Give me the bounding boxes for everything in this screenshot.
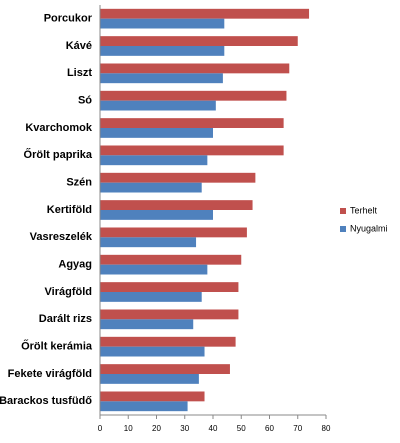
bar [100, 319, 194, 330]
bar [100, 346, 205, 357]
category-label: Só [78, 95, 92, 107]
bar [100, 18, 225, 29]
category-label: Kávé [66, 40, 92, 52]
legend-swatch [340, 226, 346, 232]
legend-label: Terhelt [350, 205, 378, 215]
bar [100, 200, 253, 210]
category-label: Kvarchomok [25, 122, 93, 134]
bar [100, 264, 208, 275]
category-label: Agyag [58, 259, 92, 271]
bar [100, 8, 310, 19]
bar [100, 254, 242, 265]
bar [100, 374, 199, 384]
bar [100, 128, 213, 138]
category-label: Vasreszelék [30, 231, 93, 243]
x-tick-label: 80 [322, 424, 331, 433]
legend-label: Nyugalmi [350, 223, 388, 233]
bar [100, 73, 223, 84]
category-label: Fekete virágföld [8, 368, 92, 380]
category-label: Porcukor [44, 13, 93, 25]
bar [100, 391, 205, 402]
bar [100, 46, 225, 56]
category-label: Őrölt kerámia [21, 340, 93, 353]
legend-swatch [340, 208, 346, 214]
x-tick-label: 50 [237, 424, 246, 433]
category-label: Őrölt paprika [24, 148, 93, 161]
x-tick-label: 70 [293, 424, 302, 433]
x-tick-label: 30 [180, 424, 189, 433]
bar [100, 145, 284, 156]
bar [100, 90, 287, 101]
x-tick-label: 40 [209, 424, 218, 433]
bar [100, 401, 188, 412]
bar [100, 172, 256, 183]
bar [100, 227, 247, 238]
bar [100, 118, 284, 128]
bar [100, 364, 230, 374]
bar [100, 63, 290, 74]
bar [100, 336, 236, 347]
bar [100, 282, 239, 292]
category-label: Virágföld [45, 286, 92, 298]
bar [100, 237, 197, 248]
bar [100, 210, 213, 220]
category-label: Barackos tusfüdő [0, 395, 92, 407]
bar [100, 36, 298, 46]
bar [100, 309, 239, 320]
bar [100, 100, 216, 111]
x-tick-label: 20 [152, 424, 161, 433]
bar [100, 155, 208, 166]
bar [100, 182, 202, 193]
category-label: Liszt [67, 67, 92, 79]
x-tick-label: 10 [124, 424, 133, 433]
x-tick-label: 0 [98, 424, 103, 433]
category-label: Szén [66, 177, 92, 189]
bar [100, 292, 202, 302]
category-label: Kertiföld [47, 204, 92, 216]
x-tick-label: 60 [265, 424, 274, 433]
category-label: Darált rizs [39, 313, 92, 325]
